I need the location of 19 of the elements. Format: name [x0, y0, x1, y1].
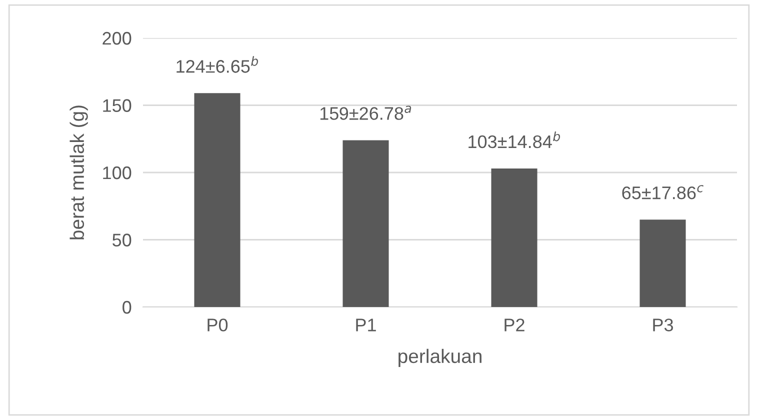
y-tick-label: 200 — [102, 32, 132, 45]
x-tick-label: P0 — [208, 318, 228, 332]
bar — [342, 140, 389, 307]
annotation: 103±14.84$^{b}$ — [468, 131, 560, 148]
y-tick-label: 100 — [103, 166, 132, 180]
y-tick-label: 50 — [112, 234, 132, 246]
x-tick-label: P3 — [653, 318, 673, 332]
x-tick-label: P2 — [504, 318, 524, 332]
x-tick-label: P1 — [356, 318, 376, 332]
x-axis-title: perlakuan — [398, 348, 482, 367]
bar — [194, 93, 240, 307]
y-axis-title: berat mutlak (g) — [70, 106, 88, 240]
annotation: 65±17.86$^{c}$ — [622, 185, 704, 200]
annotation: 124±6.65$^{b}$ — [176, 56, 258, 73]
bar — [640, 220, 686, 307]
bar — [491, 168, 538, 307]
annotation: 159±26.78$^{a}$ — [320, 106, 412, 120]
y-tick-label: 0 — [122, 300, 132, 314]
y-tick-label: 150 — [103, 99, 132, 112]
